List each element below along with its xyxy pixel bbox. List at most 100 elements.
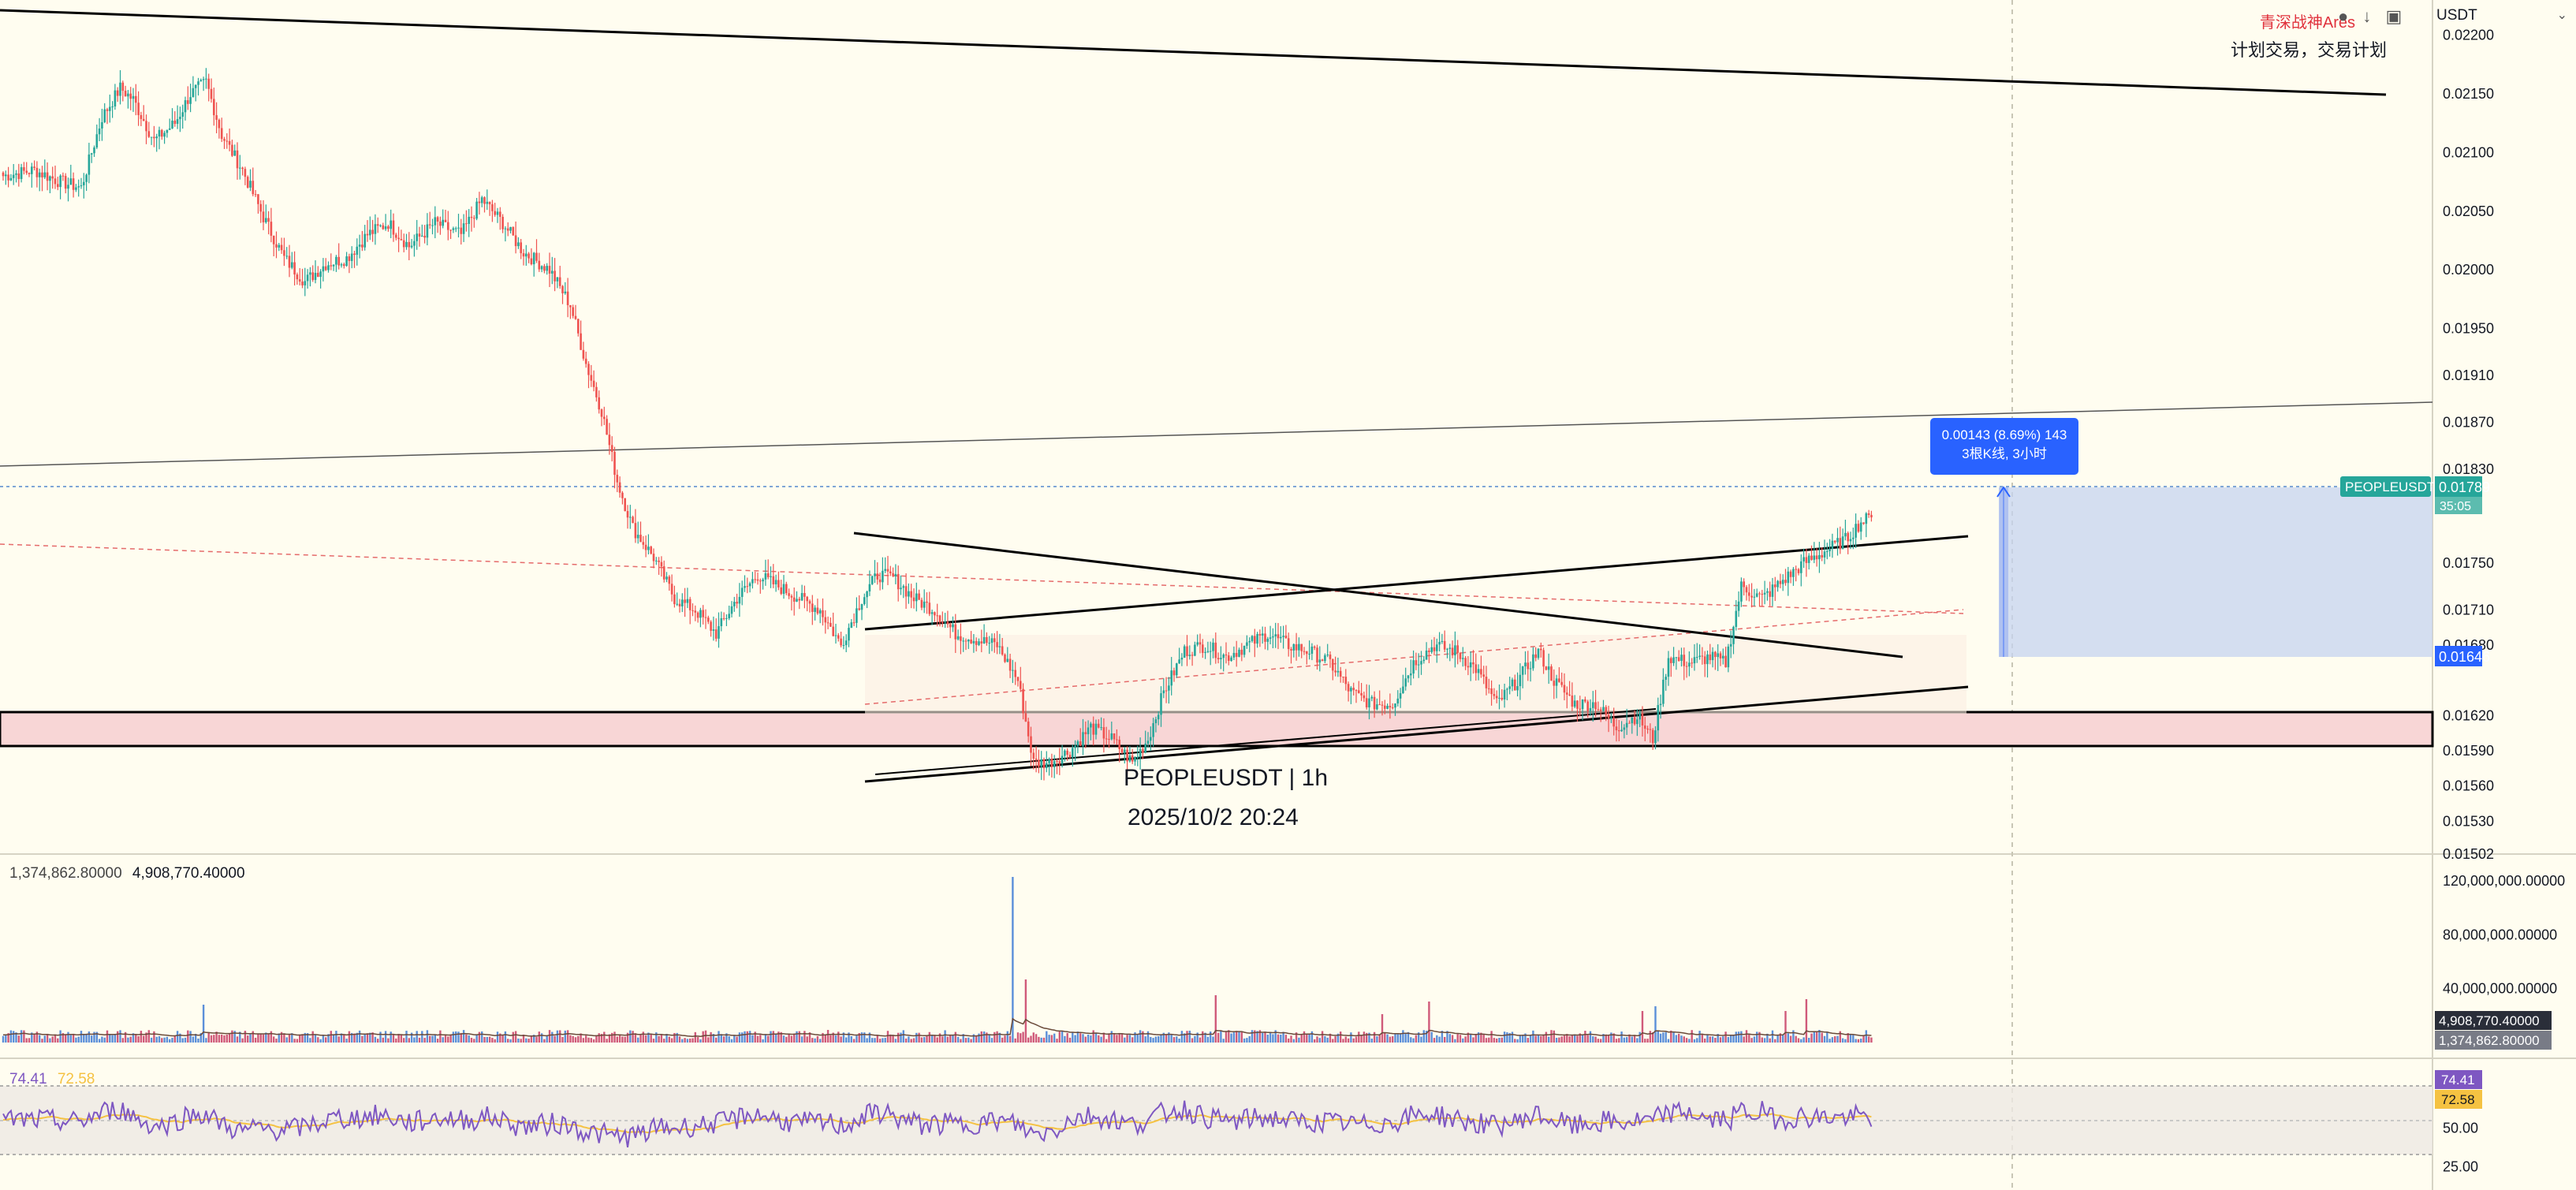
volume-bar [1082, 1034, 1084, 1043]
support-zone[interactable] [0, 711, 2434, 748]
candle-body [1852, 537, 1855, 539]
volume-bar [777, 1031, 780, 1043]
candle-body [1251, 636, 1254, 641]
candle-body [64, 176, 67, 189]
candle-body [1391, 707, 1394, 709]
volume-bar [337, 1036, 340, 1043]
volume-bar [83, 1033, 85, 1043]
candle-body [184, 100, 187, 113]
volume-bar [616, 1036, 618, 1043]
screenshot-icon[interactable]: ▣ [2385, 6, 2403, 26]
candle-body [1329, 655, 1332, 659]
currency-selector[interactable]: USDT ⌄ [2436, 4, 2572, 28]
volume-bar [699, 1039, 702, 1043]
volume-bar [1160, 1035, 1162, 1043]
volume-bar [540, 1033, 543, 1043]
candle-body [1581, 699, 1584, 710]
volume-series [2, 877, 1873, 1043]
volume-bar [140, 1031, 143, 1043]
volume-bar [611, 1032, 613, 1043]
author-name[interactable]: 青深战神Ares [2259, 14, 2355, 32]
volume-bar [1496, 1038, 1498, 1043]
triangle-lower-line[interactable] [864, 535, 1969, 631]
volume-bar [1110, 1031, 1113, 1043]
rsi-axis[interactable]: 50.00 25.00 [2443, 1120, 2478, 1174]
candle-body [1467, 666, 1470, 668]
long-downtrend-line[interactable] [0, 9, 2387, 96]
candle-body [868, 584, 871, 591]
measure-info-box[interactable]: 0.00143 (8.69%) 143 3根K线, 3小时 [1930, 418, 2078, 475]
volume-bar [93, 1031, 95, 1043]
volume-bar [416, 1031, 418, 1043]
user-icon[interactable]: ● [2338, 6, 2349, 26]
volume-bar [884, 1038, 886, 1043]
volume-bar [1176, 1036, 1178, 1043]
candle-body [1410, 673, 1412, 676]
candle-body [738, 596, 741, 604]
candle-body [486, 201, 489, 204]
volume-bar [970, 1039, 972, 1043]
candle-body [1124, 749, 1126, 753]
candle-body [1800, 561, 1802, 573]
candle-body [678, 603, 681, 606]
volume-bar [1072, 1032, 1074, 1043]
volume-bar [23, 1030, 25, 1043]
candle-body [1128, 755, 1131, 762]
candle-body [1685, 666, 1688, 667]
volume-bar [13, 1031, 15, 1043]
volume-bar [1035, 1034, 1038, 1043]
volume-bar [1558, 1037, 1560, 1043]
candle-body [1188, 655, 1191, 656]
volume-axis[interactable]: 120,000,000.00000 80,000,000.00000 40,000,… [2443, 873, 2565, 997]
candle-body [1016, 677, 1020, 681]
candle-body [1306, 651, 1308, 655]
candle-body [884, 569, 886, 571]
candle-body [1781, 580, 1784, 584]
volume-bar [1396, 1034, 1399, 1043]
volume-bar [436, 1039, 439, 1043]
candle-body [730, 606, 733, 614]
candle-body [986, 636, 988, 643]
volume-bar [1758, 1031, 1761, 1043]
triangle-upper-line[interactable] [853, 532, 1903, 658]
volume-bar [262, 1034, 265, 1043]
candle-body [369, 229, 371, 236]
arrow-down-icon[interactable]: ↓ [2362, 6, 2372, 26]
volume-bar [878, 1039, 882, 1043]
volume-bar [816, 1035, 819, 1043]
candle-body [1027, 721, 1030, 737]
candle-body [1735, 610, 1738, 627]
volume-bar [207, 1032, 210, 1043]
candle-body [1521, 666, 1524, 675]
candle-body [710, 621, 712, 631]
candle-body [145, 121, 147, 132]
volume-bar [145, 1032, 147, 1043]
volume-bar [1277, 1034, 1280, 1043]
candle-body [51, 176, 54, 179]
volume-bar [764, 1034, 767, 1043]
volume-bar [868, 1032, 871, 1043]
volume-bar [1262, 1032, 1264, 1043]
volume-bar [1761, 1037, 1763, 1043]
candle-body [233, 150, 236, 156]
candle-body [980, 641, 983, 643]
upper-channel-line[interactable] [0, 401, 2433, 467]
volume-bar [325, 1037, 327, 1043]
volume-bar [195, 1033, 197, 1043]
volume-bar [1422, 1030, 1425, 1043]
volume-bar [520, 1039, 522, 1043]
volume-ma-line [3, 1017, 1872, 1038]
candle-body [382, 225, 385, 229]
candle-body [874, 573, 876, 576]
support-trend-line-2[interactable] [874, 708, 1657, 775]
volume-bar [129, 1036, 132, 1043]
candle-body [532, 252, 535, 265]
candle-body [31, 166, 33, 174]
price-axis[interactable]: 0.02200 0.02150 0.02100 0.02050 0.02000 0.019… [2443, 28, 2494, 862]
volume-bar [904, 1038, 908, 1043]
volume-bar [1836, 1035, 1839, 1043]
volume-bar [280, 1031, 283, 1043]
volume-bar [1477, 1032, 1480, 1043]
volume-bar [1404, 1032, 1407, 1043]
